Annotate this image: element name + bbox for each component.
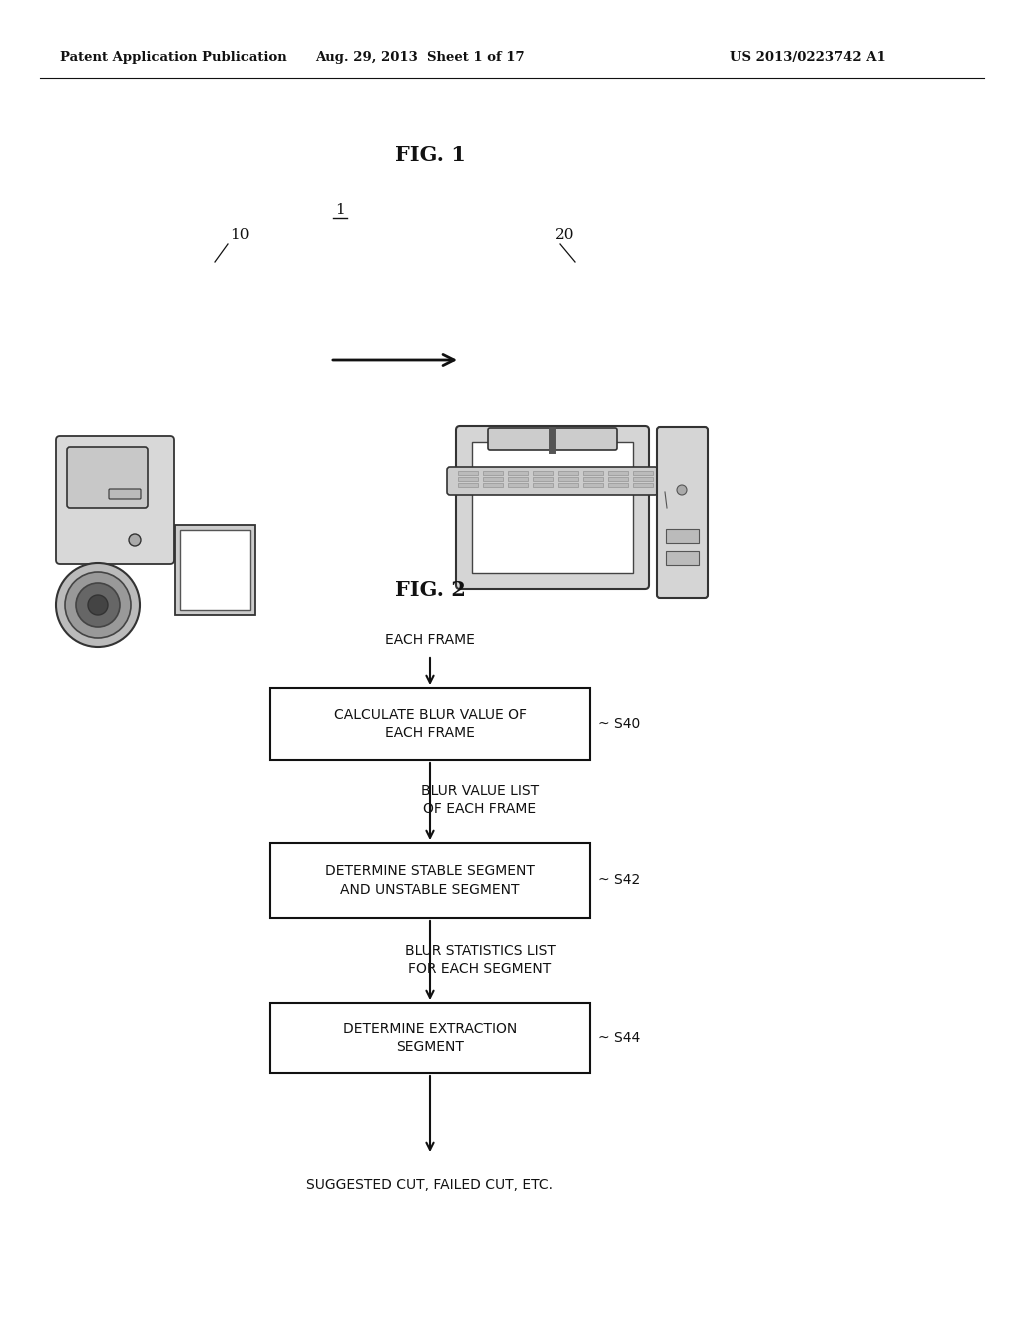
FancyBboxPatch shape: [488, 428, 617, 450]
Bar: [583, 483, 603, 487]
Bar: [583, 477, 603, 480]
Bar: [558, 483, 578, 487]
Bar: [483, 471, 503, 475]
Bar: [483, 483, 503, 487]
Text: BLUR VALUE LIST
OF EACH FRAME: BLUR VALUE LIST OF EACH FRAME: [421, 784, 539, 816]
FancyBboxPatch shape: [447, 467, 658, 495]
Bar: [472, 442, 633, 573]
Bar: [608, 471, 628, 475]
Ellipse shape: [666, 470, 684, 494]
Bar: [458, 477, 478, 480]
Text: FIG. 1: FIG. 1: [394, 145, 466, 165]
Bar: [583, 471, 603, 475]
Bar: [175, 525, 255, 615]
Bar: [633, 471, 653, 475]
Bar: [558, 477, 578, 480]
Bar: [666, 529, 699, 543]
FancyBboxPatch shape: [657, 426, 708, 598]
Bar: [666, 550, 699, 565]
Bar: [508, 477, 528, 480]
Text: CALCULATE BLUR VALUE OF
EACH FRAME: CALCULATE BLUR VALUE OF EACH FRAME: [334, 708, 526, 741]
FancyBboxPatch shape: [56, 436, 174, 564]
Bar: [270, 843, 590, 917]
Text: 10: 10: [230, 228, 250, 242]
FancyBboxPatch shape: [456, 426, 649, 589]
Text: 1: 1: [335, 203, 345, 216]
Bar: [608, 477, 628, 480]
Bar: [534, 477, 553, 480]
FancyBboxPatch shape: [109, 488, 141, 499]
Text: ~ S42: ~ S42: [598, 874, 640, 887]
Circle shape: [677, 484, 687, 495]
Circle shape: [65, 572, 131, 638]
Bar: [633, 483, 653, 487]
Text: Patent Application Publication: Patent Application Publication: [60, 51, 287, 65]
FancyBboxPatch shape: [67, 447, 148, 508]
Bar: [180, 531, 250, 610]
Circle shape: [88, 595, 108, 615]
Text: EACH FRAME: EACH FRAME: [385, 634, 475, 647]
Bar: [270, 688, 590, 760]
Text: US 2013/0223742 A1: US 2013/0223742 A1: [730, 51, 886, 65]
Circle shape: [56, 564, 140, 647]
Bar: [534, 471, 553, 475]
Bar: [270, 1003, 590, 1073]
Text: Aug. 29, 2013  Sheet 1 of 17: Aug. 29, 2013 Sheet 1 of 17: [315, 51, 525, 65]
Text: ~ S44: ~ S44: [598, 1031, 640, 1045]
Bar: [508, 483, 528, 487]
Text: SUGGESTED CUT, FAILED CUT, ETC.: SUGGESTED CUT, FAILED CUT, ETC.: [306, 1177, 554, 1192]
Text: DETERMINE EXTRACTION
SEGMENT: DETERMINE EXTRACTION SEGMENT: [343, 1022, 517, 1055]
Text: ~ S40: ~ S40: [598, 717, 640, 731]
Text: 20: 20: [555, 228, 574, 242]
Bar: [483, 477, 503, 480]
Circle shape: [129, 535, 141, 546]
Bar: [458, 471, 478, 475]
Bar: [508, 471, 528, 475]
Circle shape: [76, 583, 120, 627]
Bar: [534, 483, 553, 487]
Text: BLUR STATISTICS LIST
FOR EACH SEGMENT: BLUR STATISTICS LIST FOR EACH SEGMENT: [404, 944, 555, 977]
Bar: [458, 483, 478, 487]
Bar: [558, 471, 578, 475]
Text: DETERMINE STABLE SEGMENT
AND UNSTABLE SEGMENT: DETERMINE STABLE SEGMENT AND UNSTABLE SE…: [325, 865, 535, 896]
Text: FIG. 2: FIG. 2: [394, 579, 466, 601]
Bar: [633, 477, 653, 480]
Bar: [608, 483, 628, 487]
